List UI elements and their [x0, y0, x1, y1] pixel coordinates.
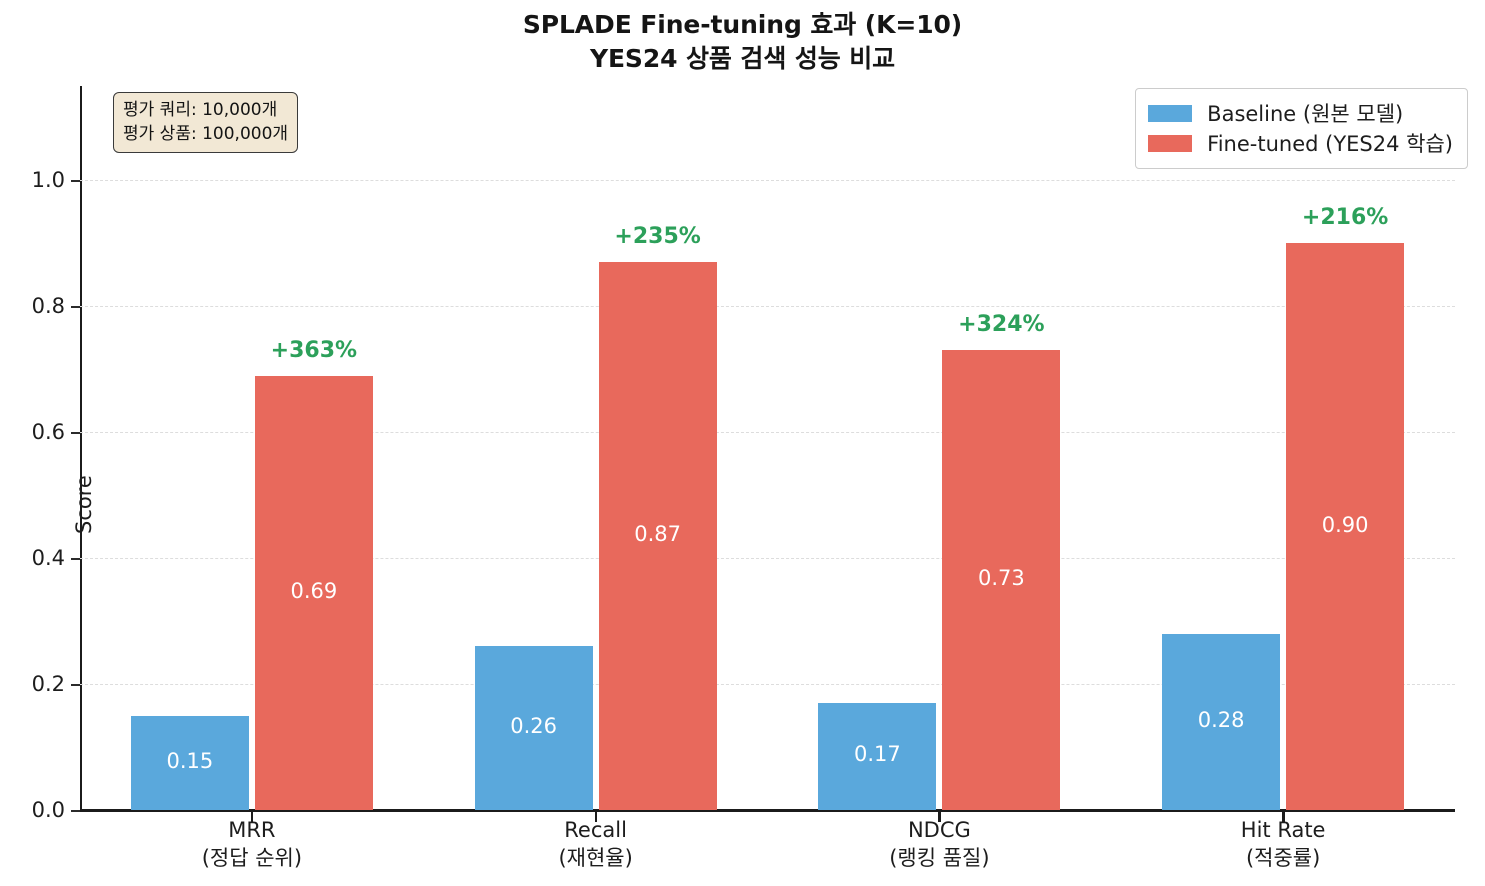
bar-value-label: 0.15: [166, 748, 214, 773]
plot-area: 0.0 0.2 0.4 0.6 0.8 1.0 Score 0.15 0.69 0.26 0.8…: [32, 86, 1455, 822]
bar-value-label: 0.69: [290, 578, 338, 603]
y-tick-mark: [71, 684, 80, 687]
bar-value-label: 0.73: [977, 566, 1025, 591]
gridline: [80, 684, 1455, 686]
gridline: [80, 180, 1455, 182]
x-tick-label-recall: Recall (재현율): [558, 817, 632, 873]
bar-mrr-baseline[interactable]: 0.15: [130, 715, 249, 810]
x-axis-spine: [80, 809, 1455, 812]
bar-value-label: 0.28: [1197, 707, 1245, 732]
gridline: [80, 432, 1455, 434]
y-tick-mark: [71, 558, 80, 561]
bar-hit-rate-baseline[interactable]: 0.28: [1162, 633, 1281, 810]
bar-value-label: 0.90: [1321, 512, 1369, 537]
y-tick-label: 0.4: [31, 546, 65, 571]
x-tick-mark: [938, 811, 941, 822]
y-tick-label: 1.0: [31, 168, 65, 193]
x-tick-label-sub: (재현율): [558, 845, 633, 870]
improvement-label-hit-rate: +216%: [1301, 205, 1389, 231]
improvement-label-mrr: +363%: [270, 337, 358, 363]
y-tick-mark: [71, 432, 80, 435]
bar-ndcg-finetuned[interactable]: 0.73: [942, 350, 1061, 810]
x-tick-label-sub: (랭킹 품질): [889, 845, 990, 870]
x-tick-label-main: Recall: [564, 818, 627, 842]
x-tick-label-hit-rate: Hit Rate (적중률): [1241, 817, 1326, 873]
legend-label-baseline: Baseline (원본 모델): [1207, 102, 1404, 126]
legend-swatch-baseline-icon: [1148, 104, 1193, 122]
chart-title: SPLADE Fine-tuning 효과 (K=10) YES24 상품 검색…: [0, 8, 1485, 75]
y-tick-label: 0.8: [31, 294, 65, 319]
x-tick-mark: [1282, 811, 1285, 822]
x-tick-label-sub: (정답 순위): [201, 845, 303, 870]
x-tick-label-sub: (적중률): [1245, 845, 1321, 870]
y-tick-mark: [71, 180, 80, 183]
y-tick-mark: [71, 810, 80, 812]
legend-swatch-finetuned-icon: [1148, 134, 1193, 152]
legend-label-finetuned: Fine-tuned (YES24 학습): [1207, 132, 1453, 156]
gridline: [80, 558, 1455, 560]
y-tick-label: 0.2: [31, 672, 65, 697]
legend-item-baseline[interactable]: Baseline (원본 모델): [1148, 98, 1453, 128]
improvement-label-recall: +235%: [614, 224, 701, 250]
legend-item-finetuned[interactable]: Fine-tuned (YES24 학습): [1148, 128, 1453, 158]
y-tick-label: 0.0: [31, 798, 65, 822]
bar-value-label: 0.87: [634, 522, 681, 547]
y-tick-mark: [71, 306, 80, 309]
x-tick-label-main: MRR: [228, 818, 276, 842]
x-tick-mark: [250, 811, 254, 822]
y-axis-label: Score: [72, 475, 96, 534]
x-tick-label-main: NDCG: [907, 818, 971, 842]
eval-query-count: 평가 쿼리: 10,000개: [123, 100, 278, 120]
chart-title-line-1: SPLADE Fine-tuning 효과 (K=10): [522, 10, 963, 39]
x-tick-label-mrr: MRR (정답 순위): [202, 817, 302, 873]
y-tick-label: 0.6: [31, 420, 65, 445]
bar-value-label: 0.26: [510, 714, 557, 739]
x-tick-mark: [594, 811, 598, 822]
gridline: [80, 306, 1455, 308]
bar-recall-baseline[interactable]: 0.26: [474, 646, 593, 810]
bar-mrr-finetuned[interactable]: 0.69: [254, 375, 373, 810]
chart-title-line-2: YES24 상품 검색 성능 비교: [589, 43, 896, 73]
bar-recall-finetuned[interactable]: 0.87: [598, 262, 717, 810]
bar-ndcg-baseline[interactable]: 0.17: [818, 702, 937, 810]
bar-hit-rate-finetuned[interactable]: 0.90: [1286, 243, 1405, 810]
x-tick-label-ndcg: NDCG (랭킹 품질): [889, 817, 989, 873]
improvement-label-ndcg: +324%: [958, 312, 1045, 338]
chart-legend[interactable]: Baseline (원본 모델) Fine-tuned (YES24 학습): [1135, 88, 1468, 169]
y-axis-spine: [80, 86, 82, 812]
bar-value-label: 0.17: [853, 742, 901, 767]
x-tick-label-main: Hit Rate: [1240, 818, 1326, 842]
evaluation-info-box: 평가 쿼리: 10,000개 평가 상품: 100,000개: [113, 92, 299, 154]
eval-product-count: 평가 상품: 100,000개: [123, 124, 289, 145]
